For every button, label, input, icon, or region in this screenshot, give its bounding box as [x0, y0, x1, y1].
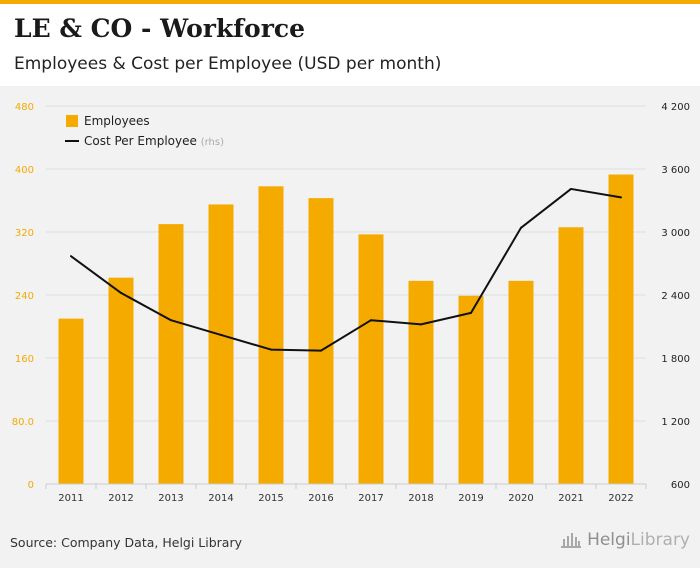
legend-rhs-suffix: (rhs)	[201, 137, 224, 148]
legend-label-cost: Cost Per Employee (rhs)	[84, 134, 224, 148]
x-tick-label: 2020	[508, 493, 533, 504]
cost-point	[220, 333, 222, 336]
chart-title: LE & CO - Workforce	[14, 14, 306, 43]
accent-bar	[0, 0, 700, 4]
combo-chart: 0 80.0 160 240 320 400 480 600 1 200 1 800 2 400 3…	[12, 102, 690, 504]
left-tick-label: 80.0	[12, 417, 34, 428]
brand-logo: HelgiLibrary	[560, 530, 690, 550]
left-tick-label: 400	[15, 165, 34, 176]
left-tick-label: 480	[15, 102, 34, 113]
employee-bar	[158, 224, 184, 484]
employee-bar	[208, 204, 234, 484]
right-tick-label: 600	[671, 480, 690, 491]
x-tick-label: 2014	[208, 493, 233, 504]
right-tick-label: 3 000	[661, 228, 690, 239]
employee-bar	[458, 295, 484, 484]
x-tick-label: 2021	[558, 493, 583, 504]
right-tick-label: 2 400	[661, 291, 690, 302]
employee-bar	[608, 174, 634, 484]
legend: Employees Cost Per Employee (rhs)	[65, 114, 224, 148]
cost-point	[370, 319, 372, 322]
x-tick-label: 2017	[358, 493, 383, 504]
legend-bar-swatch	[66, 115, 78, 127]
cost-point	[320, 349, 322, 352]
chart-header: LE & CO - Workforce Employees & Cost per…	[0, 4, 700, 86]
cost-point	[170, 319, 172, 322]
cost-point	[620, 196, 622, 199]
employee-bar	[358, 234, 384, 484]
cost-point	[70, 255, 72, 258]
left-tick-label: 320	[15, 228, 34, 239]
cost-point	[120, 291, 122, 294]
brand-name-part1: Helgi	[587, 530, 631, 550]
library-icon	[561, 533, 582, 548]
employee-bar	[108, 277, 134, 484]
right-tick-label: 1 200	[661, 417, 690, 428]
employee-bars	[58, 174, 634, 484]
left-axis: 0 80.0 160 240 320 400 480	[12, 102, 34, 491]
employee-bar	[558, 227, 584, 484]
cost-point	[570, 187, 572, 190]
employee-bar	[258, 186, 284, 484]
left-tick-label: 160	[15, 354, 34, 365]
x-axis: 2011 2012 2013 2014 2015 2016 2017 2018 2019 2020…	[45, 483, 647, 504]
right-tick-label: 1 800	[661, 354, 690, 365]
x-tick-label: 2013	[158, 493, 183, 504]
chart-subtitle: Employees & Cost per Employee (USD per m…	[14, 54, 442, 74]
legend-label-employees: Employees	[84, 114, 150, 128]
right-tick-label: 3 600	[661, 165, 690, 176]
employee-bar	[308, 198, 334, 484]
employee-bar	[408, 280, 434, 484]
cost-point	[420, 323, 422, 326]
x-tick-label: 2018	[408, 493, 433, 504]
cost-point	[270, 348, 272, 351]
cost-per-employee-line	[70, 187, 622, 352]
brand-name-part2: Library	[630, 530, 690, 550]
employee-bar	[508, 280, 534, 484]
left-tick-label: 240	[15, 291, 34, 302]
x-tick-label: 2022	[608, 493, 633, 504]
x-tick-label: 2012	[108, 493, 133, 504]
cost-point	[520, 226, 522, 229]
left-tick-label: 0	[28, 480, 34, 491]
x-tick-label: 2016	[308, 493, 333, 504]
gridlines	[46, 105, 646, 485]
right-axis: 600 1 200 1 800 2 400 3 000 3 600 4 200	[661, 102, 690, 491]
x-tick-label: 2019	[458, 493, 483, 504]
x-tick-label: 2015	[258, 493, 283, 504]
cost-line	[70, 187, 622, 352]
right-tick-label: 4 200	[661, 102, 690, 113]
source-note: Source: Company Data, Helgi Library	[10, 535, 243, 550]
employee-bar	[58, 318, 84, 484]
x-tick-label: 2011	[58, 493, 83, 504]
cost-point	[470, 311, 472, 314]
